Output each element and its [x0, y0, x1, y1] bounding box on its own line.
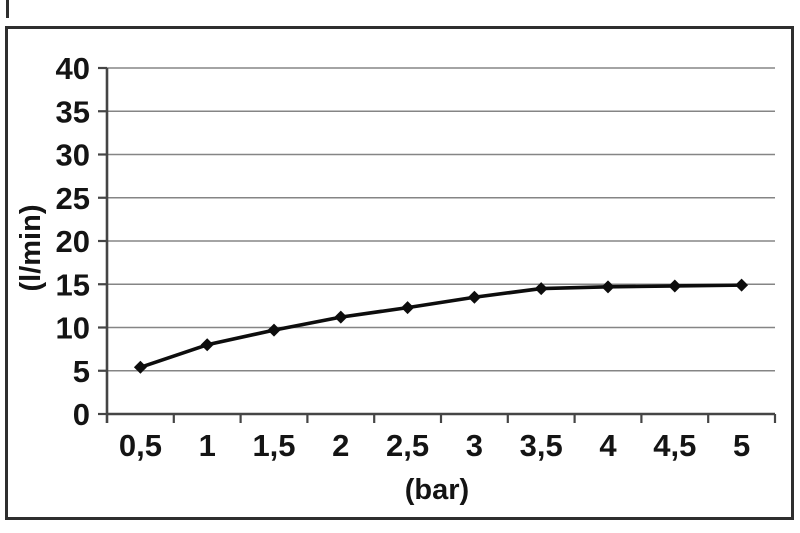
data-point-marker — [534, 282, 548, 296]
data-point-marker — [200, 338, 214, 352]
data-point-marker — [735, 278, 749, 292]
data-point-marker — [467, 290, 481, 304]
y-tick-label: 35 — [56, 94, 90, 129]
x-tick-label: 3 — [466, 428, 483, 463]
y-tick-label: 40 — [56, 51, 90, 86]
y-tick-label: 10 — [56, 311, 90, 346]
x-tick-label: 2 — [332, 428, 349, 463]
x-tick-label: 1 — [199, 428, 216, 463]
x-tick-label: 2,5 — [386, 428, 429, 463]
figure-border — [5, 26, 794, 520]
y-axis-title: (l/min) — [15, 204, 47, 292]
y-tick-label: 0 — [73, 397, 90, 432]
x-tick-label: 3,5 — [520, 428, 563, 463]
x-tick-label: 0,5 — [119, 428, 162, 463]
y-tick-label: 25 — [56, 181, 90, 216]
data-point-marker — [401, 301, 415, 315]
y-tick-label: 30 — [56, 138, 90, 173]
x-tick-label: 4 — [599, 428, 617, 463]
x-tick-label: 4,5 — [653, 428, 696, 463]
data-point-marker — [267, 323, 281, 337]
data-point-marker — [133, 360, 147, 374]
data-point-marker — [668, 279, 682, 293]
x-axis-title: (bar) — [404, 474, 470, 506]
y-tick-label: 5 — [73, 354, 90, 389]
data-point-marker — [601, 280, 615, 294]
data-point-marker — [334, 310, 348, 324]
flow-series-line — [138, 283, 744, 370]
crop-artifact-mark — [6, 0, 9, 18]
y-tick-label: 20 — [56, 224, 90, 259]
x-tick-label: 5 — [733, 428, 750, 463]
x-tick-label: 1,5 — [252, 428, 295, 463]
y-tick-label: 15 — [56, 267, 90, 302]
